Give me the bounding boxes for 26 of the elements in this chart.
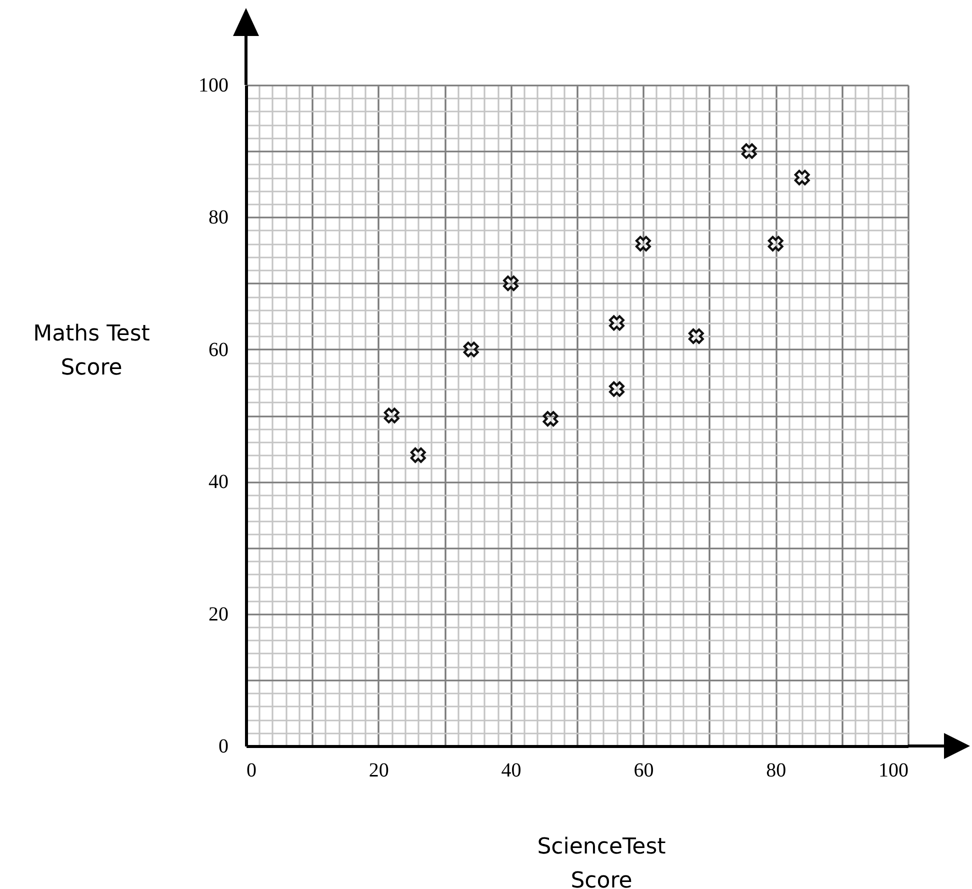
y-tick-label: 80 [208, 206, 228, 229]
x-tick-label: 20 [368, 760, 389, 782]
point [542, 411, 558, 427]
y-axis-title: Maths Test Score [33, 322, 150, 380]
x-tick-label: 100 [878, 760, 908, 782]
point [608, 381, 624, 397]
point [688, 328, 704, 344]
x-tick-label: 60 [634, 760, 654, 782]
x-tick-label: 40 [501, 760, 522, 782]
point [384, 408, 400, 424]
x-axis-title: ScienceTest Score [537, 834, 666, 889]
point [608, 315, 624, 331]
x-tick-label: 80 [766, 760, 786, 782]
point [635, 236, 651, 252]
y-tick-label: 100 [198, 74, 228, 96]
x-tick-label: 0 [246, 760, 256, 782]
point [503, 276, 519, 292]
y-tick-label: 60 [208, 338, 228, 361]
point [410, 447, 426, 463]
y-tick-label: 0 [218, 736, 228, 758]
y-tick-label: 40 [208, 471, 228, 494]
point [794, 170, 810, 186]
point [768, 236, 784, 252]
point [463, 342, 479, 358]
y-tick-label: 20 [208, 603, 228, 626]
point [741, 143, 757, 159]
